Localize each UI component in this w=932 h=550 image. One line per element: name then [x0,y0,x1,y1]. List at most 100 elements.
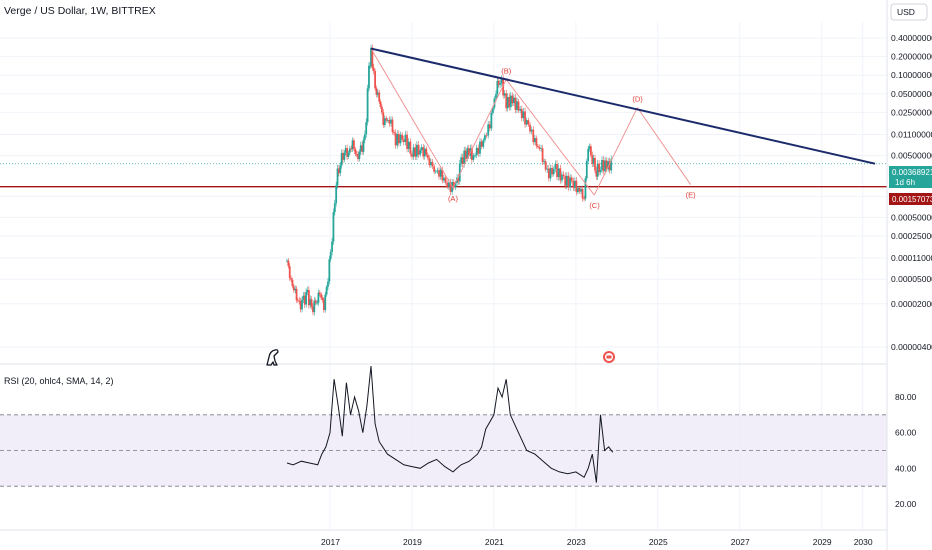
candle-body [506,97,509,109]
candle-body [556,164,558,178]
candle-body [371,47,374,68]
candle-body [357,154,359,160]
time-tick-label: 2019 [403,537,422,547]
candle-body [564,176,567,186]
trendline[interactable] [370,47,876,165]
candle-body [610,159,613,171]
candle-body [581,189,584,199]
dino-icon[interactable] [266,349,279,366]
candle-body [559,168,562,181]
time-tick-label: 2023 [567,537,586,547]
candle-body [584,178,587,199]
candle-body [549,168,552,179]
candle-body [391,119,394,133]
candle-body [569,177,572,188]
price-tick-label: 0.00500000 [891,151,932,161]
candle-body [514,97,517,110]
candle-body [441,169,444,181]
candle-body [428,158,431,166]
candle-body [502,78,505,96]
candle-body [321,297,324,301]
wave-labels: (A) (B) (C) (D) (E) [448,67,696,210]
candle-body [452,182,455,188]
rsi-grid [0,414,887,487]
price-tick-label: 0.00025000 [891,231,932,241]
wave-label: (A) [448,194,459,203]
candle-body [519,108,522,111]
candle-body [301,299,303,310]
candle-body [393,132,395,134]
price-tick-label: 0.05000000 [891,89,932,99]
candle-body [354,149,357,154]
candle-body [577,188,579,193]
time-tick-label: 2025 [649,537,668,547]
candle-body [458,163,461,182]
candle-body [607,161,610,169]
candle-body [534,138,536,143]
candle-body [596,163,599,177]
candle-body [346,148,348,157]
time-axis[interactable]: 2017 2019 2021 2023 2025 2027 2029 2030 [321,537,873,547]
candle-body [475,147,478,156]
candle-body [511,95,514,104]
candle-body [561,174,563,181]
candle-body [306,290,309,293]
candle-body [351,140,354,150]
candle-body [340,153,343,166]
candle-body [369,65,371,67]
candle-body [546,168,549,170]
event-marker-icon[interactable] [603,351,615,363]
candle-body [328,259,331,282]
support-price-value: 0.00157073 [892,195,932,204]
candle-body [287,260,290,267]
candle-body [580,189,582,192]
candle-body [532,129,535,143]
candle-body [353,140,355,150]
candle-body [496,80,499,95]
candle-body [316,302,318,304]
candle-body [492,107,494,113]
candle-body [520,108,523,119]
candle-body [430,161,432,166]
candle-body [365,122,368,135]
candle-body [372,67,375,72]
rsi-title: RSI (20, ohlc4, SMA, 14, 2) [4,376,114,386]
candle-body [409,141,412,154]
support-price-badge: 0.00157073 [889,193,932,205]
candle-body [605,160,608,169]
candle-body [404,134,407,143]
time-tick-label: 2029 [813,537,832,547]
rsi-line [286,365,614,483]
candle-body [397,133,400,144]
currency-button[interactable]: USD [890,3,928,21]
candle-body [302,295,305,300]
symbol-title: Verge / US Dollar, 1W, BITTREX [4,5,156,17]
rsi-axis[interactable]: 80.00 60.00 40.00 20.00 [895,392,917,509]
candle-body [444,177,447,183]
candle-body [454,183,457,188]
candle-body [464,150,467,159]
current-price-badge: 0.00368921 1d 6h [889,166,932,188]
candle-body [551,168,554,175]
candle-body [590,146,592,156]
currency-label: USD [897,7,915,17]
candle-body [541,148,544,163]
candle-body [422,147,425,157]
candle-body [363,134,366,140]
candle-body [382,112,385,125]
candle-body [436,170,439,172]
candle-body [387,120,389,121]
candle-body [575,180,578,193]
price-axis[interactable]: 0.40000000 0.20000000 0.10000000 0.05000000… [891,33,932,352]
candle-body [401,134,404,140]
candle-body [554,164,557,169]
candle-body [588,146,591,149]
candle-body [338,168,340,174]
candle-body [460,157,463,164]
candle-body [488,124,491,129]
wave-pattern[interactable] [370,48,691,196]
candle-body [286,260,288,262]
candle-body [342,153,344,160]
candle-body [291,279,294,287]
